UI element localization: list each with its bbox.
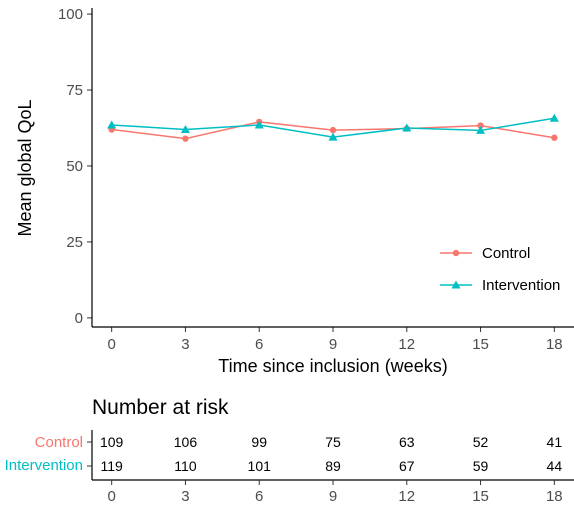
point-intervention bbox=[107, 120, 117, 129]
legend-intervention-marker bbox=[451, 280, 461, 289]
risk-x-tick-label: 12 bbox=[398, 488, 415, 505]
x-tick-label: 3 bbox=[181, 336, 189, 353]
risk-x-tick-label: 15 bbox=[472, 488, 489, 505]
risk-x-tick-label: 3 bbox=[181, 488, 189, 505]
y-tick-label: 100 bbox=[58, 6, 83, 23]
risk-value-intervention: 59 bbox=[473, 458, 489, 474]
risk-row-label-intervention: Intervention bbox=[5, 457, 83, 474]
point-control bbox=[182, 135, 189, 142]
point-control bbox=[329, 126, 337, 134]
x-axis-title: Time since inclusion (weeks) bbox=[218, 356, 447, 376]
legend-control-marker bbox=[452, 249, 460, 257]
risk-table-title: Number at risk bbox=[92, 396, 229, 419]
y-tick-label: 25 bbox=[66, 234, 83, 251]
risk-value-intervention: 110 bbox=[174, 458, 197, 474]
risk-value-control: 63 bbox=[399, 434, 415, 450]
point-intervention bbox=[402, 123, 412, 132]
x-tick-label: 18 bbox=[546, 336, 563, 353]
x-tick-label: 6 bbox=[255, 336, 263, 353]
risk-x-tick-label: 9 bbox=[329, 488, 337, 505]
risk-values: 109 106 99 75 63 52 41 119 110 101 89 67 59 44 bbox=[100, 434, 562, 474]
risk-x-tick-label: 0 bbox=[108, 488, 116, 505]
y-axis-ticks: 0 25 50 75 100 bbox=[58, 6, 92, 327]
point-intervention bbox=[476, 125, 486, 134]
risk-x-tick-label: 6 bbox=[255, 488, 263, 505]
x-tick-label: 12 bbox=[398, 336, 415, 353]
risk-value-intervention: 67 bbox=[399, 458, 415, 474]
risk-value-control: 52 bbox=[473, 434, 489, 450]
risk-x-tick-label: 18 bbox=[546, 488, 563, 505]
risk-value-intervention: 89 bbox=[325, 458, 341, 474]
y-tick-label: 0 bbox=[75, 310, 83, 327]
y-tick-label: 75 bbox=[66, 82, 83, 99]
point-intervention bbox=[180, 125, 190, 134]
x-tick-label: 15 bbox=[472, 336, 489, 353]
qol-line-chart: 0 25 50 75 100 0 3 6 9 12 15 18 Time since inclusi… bbox=[15, 6, 574, 376]
legend-intervention-label: Intervention bbox=[482, 277, 560, 294]
risk-row-ticks bbox=[87, 441, 92, 467]
y-axis-title: Mean global QoL bbox=[15, 99, 35, 236]
series-layer bbox=[107, 113, 559, 142]
point-intervention bbox=[549, 113, 559, 122]
point-control bbox=[477, 122, 484, 129]
risk-row-label-control: Control bbox=[35, 434, 83, 451]
risk-value-control: 106 bbox=[174, 434, 198, 450]
risk-value-control: 41 bbox=[547, 434, 563, 450]
risk-table: Number at risk Control Intervention 109 1… bbox=[5, 396, 574, 505]
point-control bbox=[551, 134, 558, 141]
y-tick-label: 50 bbox=[66, 158, 83, 175]
x-axis-ticks: 0 3 6 9 12 15 18 bbox=[108, 327, 563, 353]
legend-control-label: Control bbox=[482, 245, 530, 262]
point-intervention bbox=[328, 132, 338, 141]
risk-value-intervention: 101 bbox=[248, 458, 272, 474]
x-tick-label: 9 bbox=[329, 336, 337, 353]
risk-value-intervention: 119 bbox=[101, 458, 124, 474]
point-intervention bbox=[254, 120, 264, 129]
risk-value-control: 99 bbox=[251, 434, 267, 450]
risk-value-control: 109 bbox=[100, 434, 124, 450]
legend: Control Intervention bbox=[440, 245, 560, 294]
risk-value-intervention: 44 bbox=[547, 458, 563, 474]
x-tick-label: 0 bbox=[108, 336, 116, 353]
risk-value-control: 75 bbox=[325, 434, 341, 450]
risk-x-axis-ticks: 0 3 6 9 12 15 18 bbox=[108, 480, 563, 505]
